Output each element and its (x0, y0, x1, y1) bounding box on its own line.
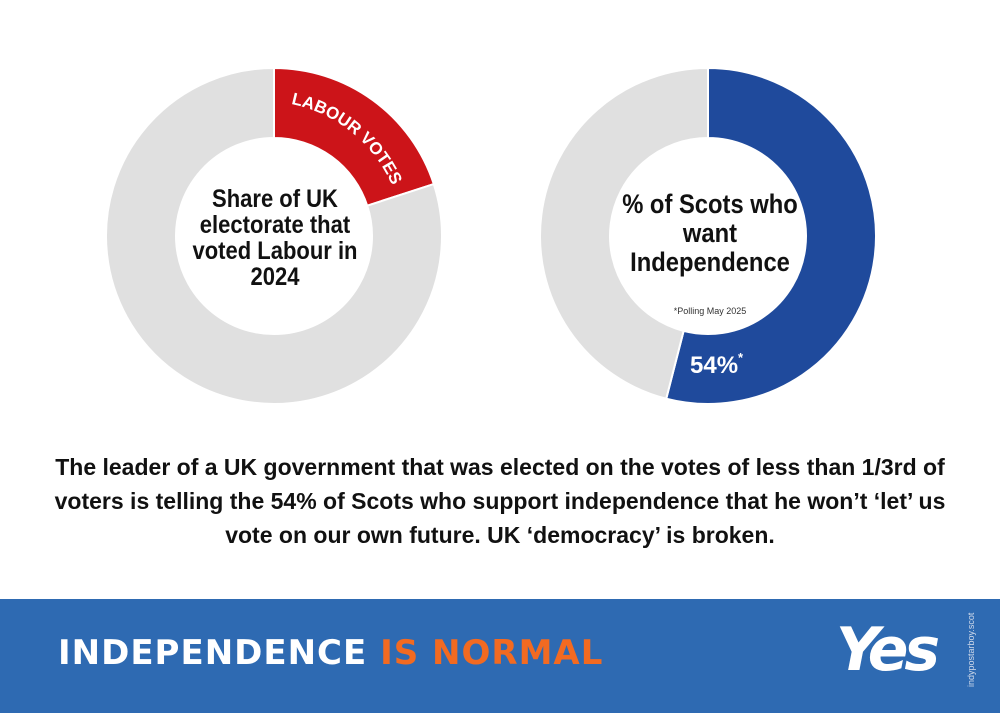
caption-text: The leader of a UK government that was e… (54, 454, 946, 548)
footnote-mark: * (738, 350, 744, 365)
slogan-part2: IS NORMAL (380, 633, 604, 673)
labour-chart-title: Share of UK electorate that voted Labour… (192, 185, 358, 291)
footer-banner: INDEPENDENCE IS NORMAL Yes indypostarboy… (0, 599, 1000, 713)
credit-text: indypostarboy.scot (966, 612, 976, 687)
labour-donut-chart (105, 66, 443, 405)
donut-charts: LABOUR VOTES (105, 66, 877, 405)
yes-logo: Yes (836, 615, 940, 685)
polling-footnote: *Polling May 2025 (673, 306, 747, 316)
labour-slice-remainder (105, 66, 443, 405)
independence-donut-chart (539, 66, 877, 405)
slogan-part1: INDEPENDENCE (58, 633, 381, 673)
slogan: INDEPENDENCE IS NORMAL (58, 633, 603, 673)
independence-slice-remainder (539, 66, 709, 400)
independence-slice-highlight (665, 66, 877, 405)
independence-value-label: 54%* (690, 350, 744, 380)
independence-value: 54% (690, 352, 739, 379)
independence-chart-title: % of Scots who want Independence (622, 189, 798, 277)
labour-slice-highlight (273, 66, 436, 207)
